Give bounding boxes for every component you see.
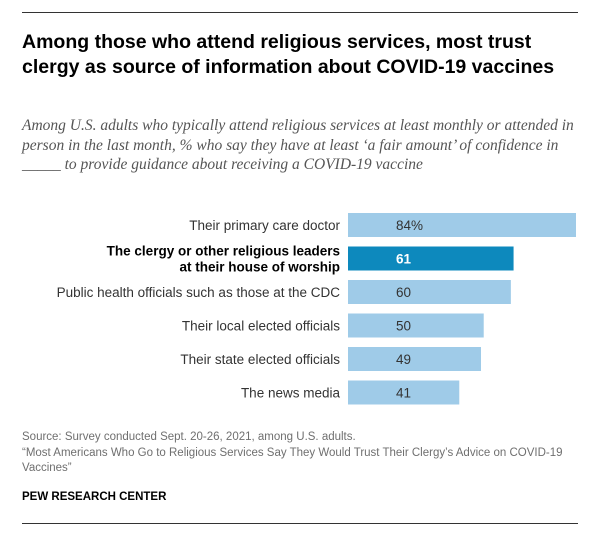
category-label-3: Their local elected officials: [182, 319, 340, 334]
category-label-0: Their primary care doctor: [189, 218, 340, 233]
value-label-3: 50: [396, 319, 411, 334]
category-label-1: The clergy or other religious leaders at …: [107, 244, 340, 275]
value-label-2: 60: [396, 285, 411, 300]
bar-0: [348, 213, 576, 237]
bar-chart: Their primary care doctor 84% The clergy o…: [57, 213, 576, 405]
category-label-5: The news media: [241, 386, 341, 401]
bar-5: [348, 380, 460, 405]
top-rule: [22, 12, 578, 13]
bar-4: [348, 347, 481, 371]
category-label-4: Their state elected officials: [180, 352, 340, 367]
bar-3: [348, 313, 484, 338]
value-label-4: 49: [396, 352, 411, 367]
bar-2: [348, 280, 511, 304]
chart-subtitle: Among U.S. adults who typically attend r…: [22, 117, 574, 173]
source-note: Source: Survey conducted Sept. 20-26, 20…: [22, 430, 578, 477]
bar-1: [348, 246, 514, 271]
value-label-1: 61: [396, 252, 412, 267]
value-label-0: 84%: [396, 218, 423, 233]
value-label-5: 41: [396, 386, 411, 401]
report-title-line: “Most Americans Who Go to Religious Serv…: [22, 446, 563, 475]
source-line: Source: Survey conducted Sept. 20-26, 20…: [22, 431, 356, 443]
bottom-rule: [22, 523, 578, 524]
category-label-2: Public health officials such as those at…: [57, 285, 341, 300]
pew-research-brand: PEW RESEARCH CENTER: [22, 491, 167, 503]
chart-title: Among those who attend religious service…: [22, 31, 555, 78]
